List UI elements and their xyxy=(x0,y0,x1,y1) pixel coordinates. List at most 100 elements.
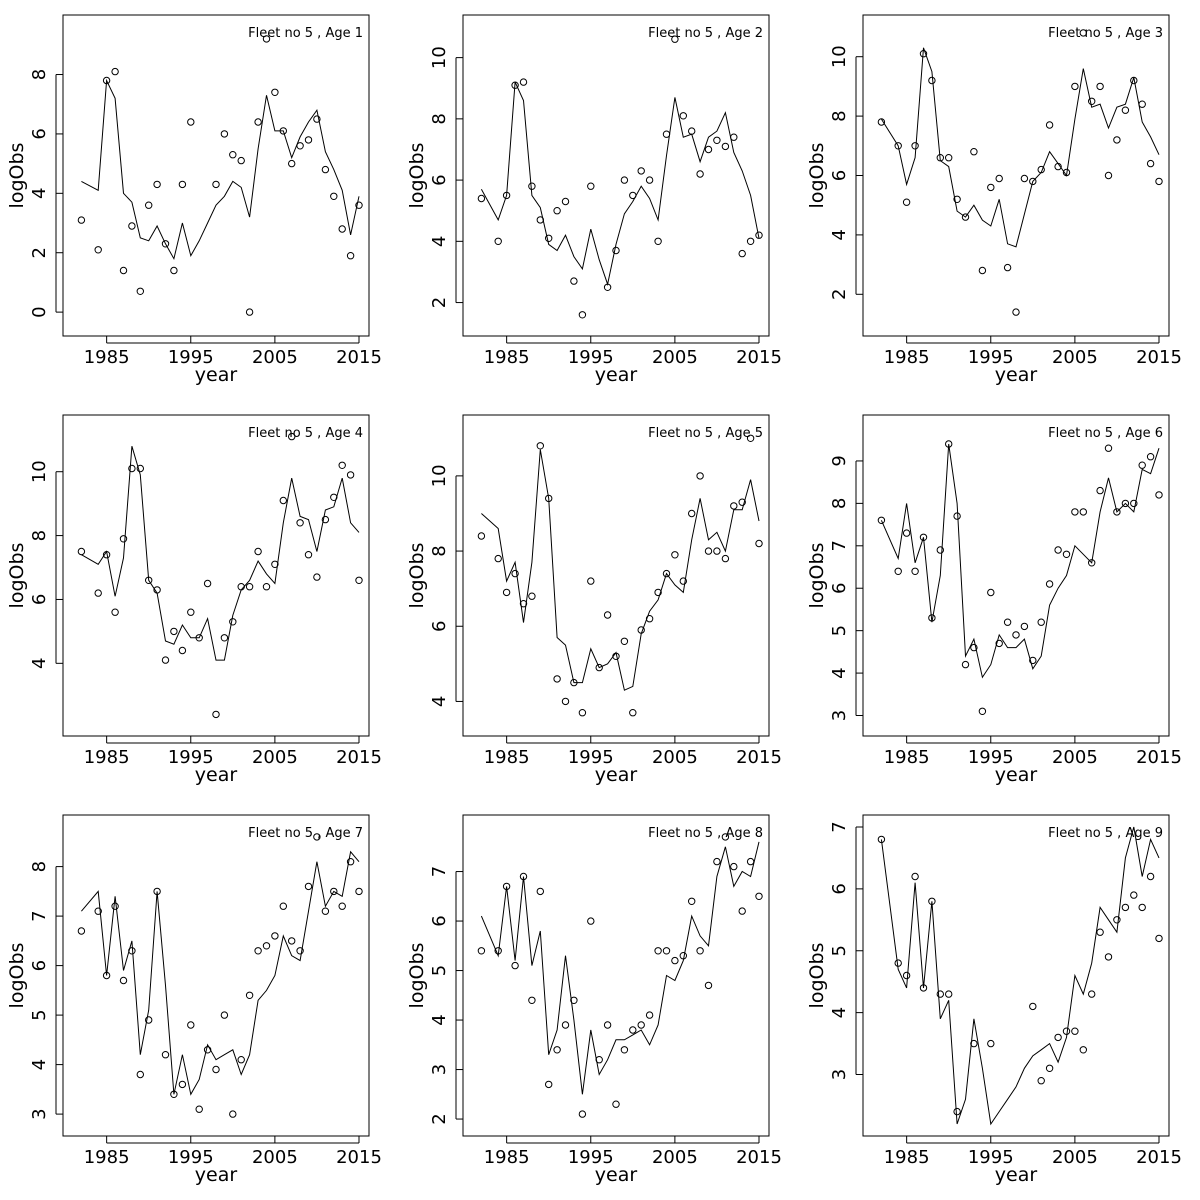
observed-point xyxy=(721,833,730,841)
panel-title: Fleet no 5 , Age 1 xyxy=(248,26,363,41)
observed-point xyxy=(877,516,886,524)
observed-point xyxy=(1062,168,1071,177)
plot-frame xyxy=(462,14,770,337)
y-tick-label: 6 xyxy=(829,583,850,594)
observed-point xyxy=(561,197,570,206)
observed-point xyxy=(936,546,944,554)
x-tick-label: 2005 xyxy=(1052,1147,1098,1168)
observed-point xyxy=(662,569,671,578)
y-tick-label: 4 xyxy=(429,1014,450,1025)
observed-point xyxy=(203,1046,212,1054)
observed-point xyxy=(245,583,254,591)
observed-point xyxy=(170,1090,178,1099)
x-axis-title: year xyxy=(195,1164,238,1186)
plot-frame xyxy=(62,414,370,737)
observed-point xyxy=(645,176,654,184)
observed-point xyxy=(338,225,346,233)
observed-point xyxy=(237,583,245,591)
chart-panel: 1985 1995 2005 2015 3 4 5 6 7 year logObs Fleet no … xyxy=(806,814,1182,1186)
observed-point xyxy=(679,112,687,120)
observed-point xyxy=(1113,136,1121,144)
observed-point xyxy=(877,835,886,844)
x-tick-label: 1985 xyxy=(884,347,930,368)
observed-point xyxy=(894,959,902,967)
observed-point xyxy=(1146,872,1155,881)
observed-point xyxy=(161,1051,170,1059)
y-tick-label: 4 xyxy=(829,667,850,678)
observed-point xyxy=(321,907,330,915)
panel-title: Fleet no 5 , Age 8 xyxy=(648,826,763,841)
observed-point xyxy=(721,554,730,563)
panel-title: Fleet no 5 , Age 4 xyxy=(248,426,363,441)
observed-point xyxy=(288,432,296,441)
observed-point xyxy=(536,887,544,896)
x-tick-label: 1995 xyxy=(968,1147,1014,1168)
y-axis-title: logObs xyxy=(806,943,828,1009)
x-tick-label: 2015 xyxy=(736,347,782,368)
chart-panel: 1985 1995 2005 2015 2 4 6 8 10 year logObs Fleet no… xyxy=(406,14,782,386)
x-tick-label: 2015 xyxy=(736,747,782,768)
observed-point xyxy=(654,947,662,955)
observed-point xyxy=(128,222,136,230)
y-tick-label: 7 xyxy=(29,910,50,921)
observed-point xyxy=(528,996,536,1004)
observed-point xyxy=(612,1100,620,1108)
observed-point xyxy=(1003,263,1012,272)
panel-title: Fleet no 5 , Age 5 xyxy=(648,426,763,441)
observed-point xyxy=(961,213,970,221)
fitted-line xyxy=(480,841,760,1095)
y-axis-title: logObs xyxy=(806,143,828,209)
observed-point xyxy=(662,130,671,138)
observed-point xyxy=(755,892,763,900)
observed-point xyxy=(578,311,587,319)
y-tick-label: 5 xyxy=(829,625,850,636)
x-tick-label: 1985 xyxy=(84,1147,130,1168)
observed-point xyxy=(1138,903,1146,912)
y-tick-label: 8 xyxy=(429,545,450,556)
y-tick-label: 6 xyxy=(29,960,50,971)
y-tick-label: 6 xyxy=(829,883,850,894)
observed-point xyxy=(919,984,928,992)
observed-point xyxy=(1155,491,1163,499)
observed-point xyxy=(629,191,637,200)
observed-point xyxy=(502,588,511,597)
observed-point xyxy=(1146,453,1155,461)
observed-point xyxy=(494,554,502,563)
x-tick-label: 1985 xyxy=(884,1147,930,1168)
y-axis-title: logObs xyxy=(406,943,428,1009)
observed-point xyxy=(536,216,544,224)
observed-point xyxy=(637,626,645,634)
x-axis-title: year xyxy=(995,1164,1038,1186)
observed-point xyxy=(1045,580,1054,588)
observed-point xyxy=(730,502,738,510)
observed-point xyxy=(587,182,595,190)
observed-point xyxy=(755,539,763,548)
x-tick-label: 2005 xyxy=(252,1147,298,1168)
plot-frame xyxy=(462,814,770,1137)
x-tick-label: 1995 xyxy=(968,347,1014,368)
observed-point xyxy=(1071,1027,1079,1035)
x-tick-label: 1985 xyxy=(484,747,530,768)
y-tick-label: 3 xyxy=(29,1108,50,1119)
observed-point xyxy=(203,579,212,588)
observed-point xyxy=(178,646,187,655)
observed-point xyxy=(528,182,536,190)
x-tick-label: 2005 xyxy=(1052,747,1098,768)
observed-point xyxy=(304,882,313,891)
observed-point xyxy=(1155,177,1163,186)
observed-point xyxy=(338,902,346,910)
observed-point xyxy=(245,991,254,999)
x-tick-label: 1985 xyxy=(884,747,930,768)
observed-point xyxy=(1113,916,1121,924)
observed-point xyxy=(987,588,995,597)
observed-point xyxy=(77,547,86,556)
observed-point xyxy=(1138,461,1146,469)
observed-point xyxy=(220,1011,229,1019)
y-tick-label: 4 xyxy=(829,1007,850,1018)
observed-point xyxy=(1012,308,1020,316)
x-tick-label: 1995 xyxy=(168,347,214,368)
observed-point xyxy=(519,872,528,881)
observed-point xyxy=(987,1039,995,1048)
observed-point xyxy=(688,509,696,518)
plot-frame xyxy=(462,414,770,737)
